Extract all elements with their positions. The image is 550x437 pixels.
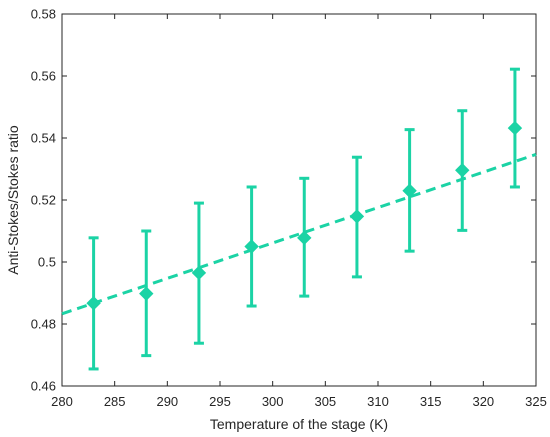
x-axis-ticks: 280 285 290 295 300 305 310 315 320 325	[51, 14, 547, 409]
y-tick-label: 0.56	[31, 69, 56, 84]
data-point	[139, 286, 154, 301]
y-tick-label: 0.46	[31, 379, 56, 394]
plot-area	[61, 13, 537, 387]
x-tick-label: 310	[367, 394, 389, 409]
y-tick-label: 0.5	[38, 255, 56, 270]
y-axis-label: Anti-Stokes/Stokes ratio	[5, 125, 21, 275]
x-tick-label: 325	[525, 394, 547, 409]
fit-line-group	[61, 153, 537, 316]
data-point	[455, 163, 470, 178]
x-axis-label: Temperature of the stage (K)	[210, 416, 388, 432]
data-markers	[86, 120, 523, 311]
x-tick-label: 280	[51, 394, 73, 409]
data-point	[349, 209, 365, 224]
x-tick-label: 285	[104, 394, 126, 409]
fit-line	[61, 153, 537, 316]
y-tick-label: 0.52	[31, 193, 56, 208]
x-tick-label: 295	[209, 394, 231, 409]
x-tick-label: 290	[156, 394, 178, 409]
x-tick-label: 300	[262, 394, 284, 409]
data-point	[297, 230, 312, 246]
y-tick-label: 0.58	[31, 7, 56, 22]
data-point	[191, 265, 207, 281]
y-tick-label: 0.48	[31, 317, 56, 332]
x-tick-label: 305	[314, 394, 336, 409]
y-tick-label: 0.54	[31, 131, 56, 146]
data-point	[402, 183, 417, 198]
x-tick-label: 315	[420, 394, 442, 409]
data-point	[244, 239, 259, 254]
x-tick-label: 320	[472, 394, 494, 409]
y-axis-ticks: 0.46 0.48 0.5 0.52 0.54 0.56 0.58	[31, 7, 536, 394]
data-point	[507, 120, 523, 136]
data-point	[86, 296, 101, 311]
